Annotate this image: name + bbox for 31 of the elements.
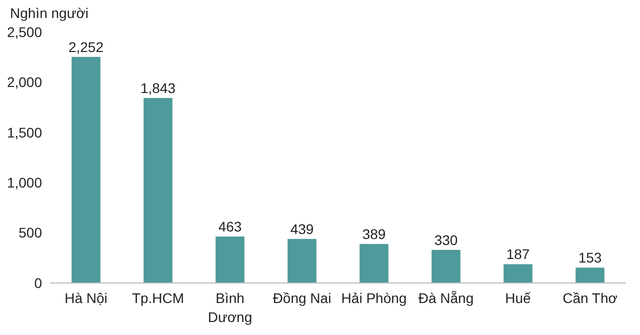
bar [144, 98, 172, 283]
data-label: 187 [506, 246, 530, 262]
data-label: 439 [290, 220, 314, 237]
x-tick-label: Đà Nẵng [418, 290, 474, 306]
y-tick-label: 500 [18, 224, 42, 241]
y-tick-label: 1,000 [6, 174, 42, 190]
x-tick-label: Tp.HCM [132, 290, 184, 306]
y-tick-label: 2,000 [6, 74, 42, 90]
bar [288, 238, 316, 283]
y-tick-label: 0 [34, 274, 42, 291]
bar [360, 244, 388, 283]
data-label: 330 [434, 232, 458, 248]
x-tick-label: Đồng Nai [272, 290, 332, 306]
x-tick-label: Hà Nội [64, 290, 108, 306]
bar [504, 264, 532, 283]
data-label: 1,843 [140, 80, 176, 96]
x-tick-label: Hải Phòng [341, 290, 407, 306]
data-label: 389 [362, 226, 386, 242]
bar [576, 268, 604, 283]
y-axis-title: Nghìn người [10, 5, 88, 21]
data-label: 153 [578, 250, 602, 266]
x-tick-label: Huế [505, 290, 532, 306]
data-label: 463 [218, 218, 242, 235]
bar [72, 56, 100, 283]
y-tick-label: 1,500 [6, 124, 42, 140]
data-label: 2,252 [68, 38, 104, 55]
bar [216, 236, 244, 283]
x-tick-label: Bình Dương [208, 290, 252, 325]
bar [432, 250, 460, 283]
y-tick-label: 2,500 [6, 24, 42, 40]
x-tick-label: Cần Thơ [562, 290, 618, 306]
